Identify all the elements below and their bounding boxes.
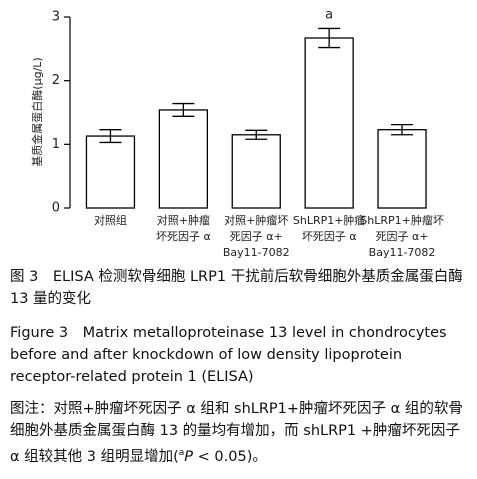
significance-marker: a — [325, 7, 333, 22]
error-bar — [391, 123, 414, 136]
bar — [85, 135, 136, 209]
y-tick-label: 3 — [52, 10, 60, 25]
caption-zh: 图 3 ELISA 检测软骨细胞 LRP1 干扰前后软骨细胞外基质金属蛋白酶 1… — [10, 269, 463, 307]
note-text: < 0.05)。 — [193, 448, 267, 465]
x-tick-label: 对照+肿瘤坏死因子 α+ Bay11-7082 — [223, 213, 290, 259]
error-bar — [172, 102, 195, 117]
y-tick-label: 1 — [52, 137, 60, 152]
x-tick-label: 对照+肿瘤坏死因子 α — [156, 213, 211, 243]
note-italic: P — [184, 448, 194, 465]
bar — [377, 129, 427, 209]
error-bar — [318, 27, 341, 49]
y-axis-label: 基质金属蛋白酶(μg/L) — [30, 57, 44, 166]
y-tick-label: 0 — [52, 201, 60, 216]
error-bar — [99, 129, 122, 144]
error-bar — [245, 129, 268, 140]
x-tick-label: ShLRP1+肿瘤坏死因子 α — [293, 213, 366, 243]
note-sup: a — [178, 448, 185, 458]
x-tick-label: ShLRP1+肿瘤坏死因子 α+ Bay11-7082 — [360, 213, 444, 259]
bar — [158, 109, 209, 209]
x-tick-label: 对照组 — [94, 213, 127, 227]
caption-note: 图注：对照+肿瘤坏死因子 α 组和 shLRP1+肿瘤坏死因子 α 组的软骨细胞… — [10, 398, 468, 468]
caption-en: Figure 3 Matrix metalloproteinase 13 lev… — [10, 325, 447, 385]
note-text: 图注：对照+肿瘤坏死因子 α 组和 shLRP1+肿瘤坏死因子 α 组的软骨细胞… — [10, 401, 463, 465]
bar — [304, 37, 354, 209]
chart: 基质金属蛋白酶(μg/L) 0 1 2 3 对照组 对照+肿瘤坏死因子 α 对照+肿瘤坏死因… — [30, 7, 444, 259]
bar — [231, 134, 281, 209]
y-tick-label: 2 — [52, 73, 60, 88]
